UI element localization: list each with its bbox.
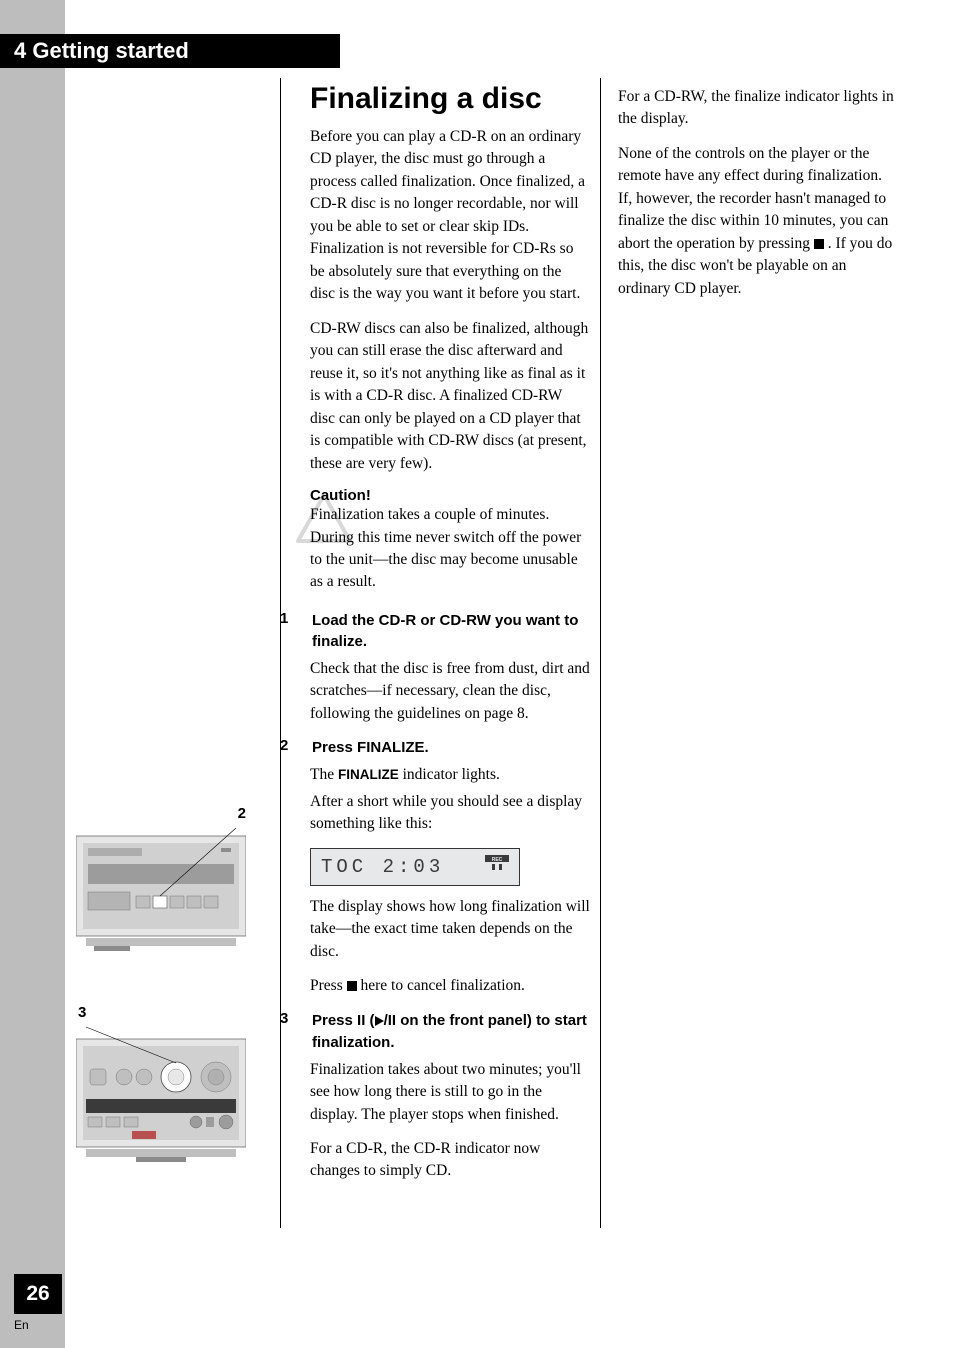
step-2-body-d-pre: Press (310, 977, 347, 994)
caution-body: Finalization takes a couple of minutes. … (310, 504, 590, 594)
page-number: 26 (14, 1274, 62, 1314)
step-2-body-b: After a short while you should see a dis… (310, 791, 590, 836)
left-grey-band (0, 0, 65, 1348)
lcd-rec-icon: REC (485, 855, 509, 876)
step-3-number: 3 (280, 1010, 298, 1053)
page-title: Finalizing a disc (310, 82, 590, 116)
figure-2-label: 3 (76, 1004, 246, 1021)
step-1-number: 1 (280, 610, 298, 652)
pause-icon-2: II (388, 1010, 396, 1031)
play-icon (375, 1011, 384, 1032)
lcd-display: TOC 2:03 REC (310, 848, 520, 886)
step-1-heading: Load the CD-R or CD-RW you want to final… (312, 610, 590, 652)
step-1-body: Check that the disc is free from dust, d… (310, 658, 590, 725)
device-1-illustration (76, 826, 246, 956)
svg-text:REC: REC (492, 857, 503, 863)
step-3-body-a: Finalization takes about two minutes; yo… (310, 1059, 590, 1126)
device-2-illustration (76, 1025, 246, 1165)
page: 4 Getting started Finalizing a disc Befo… (0, 0, 954, 1348)
step-3-head-mid: ( (365, 1012, 374, 1029)
intro-para-2: CD-RW discs can also be finalized, altho… (310, 318, 590, 475)
column-divider-2 (600, 78, 601, 1228)
step-2-heading: Press FINALIZE. (312, 737, 429, 758)
caution-block: Caution! Finalization takes a couple of … (310, 487, 590, 594)
column-divider-1 (280, 78, 281, 1228)
step-1: 1 Load the CD-R or CD-RW you want to fin… (310, 610, 590, 652)
col2-p1: For a CD-RW, the finalize indicator ligh… (618, 86, 898, 131)
intro-para-1: Before you can play a CD-R on an ordinar… (310, 126, 590, 306)
figure-1-label: 2 (76, 805, 246, 822)
step-3: 3 Press II (/II on the front panel) to s… (310, 1010, 590, 1053)
side-column: For a CD-RW, the finalize indicator ligh… (618, 86, 898, 312)
stop-icon-2 (814, 239, 824, 249)
finalize-keyword: FINALIZE (338, 767, 399, 782)
lcd-display-text: TOC 2:03 (321, 856, 444, 878)
step-2-body-a-pre: The (310, 766, 338, 783)
step-3-head-pre: Press (312, 1012, 357, 1029)
step-2-body-d-post: here to cancel finalization. (357, 977, 525, 994)
step-2-body-a: The FINALIZE indicator lights. (310, 764, 590, 786)
device-figure-2: 3 (76, 1004, 246, 1165)
page-language: En (14, 1318, 29, 1332)
step-2: 2 Press FINALIZE. (310, 737, 590, 758)
device-figure-1: 2 (76, 805, 246, 956)
step-2-number: 2 (280, 737, 298, 758)
step-3-body-b: For a CD-R, the CD-R indicator now chang… (310, 1138, 590, 1183)
step-3-heading: Press II (/II on the front panel) to sta… (312, 1010, 590, 1053)
step-2-body-a-post: indicator lights. (399, 766, 500, 783)
caution-title: Caution! (310, 487, 590, 504)
step-2-body-d: Press here to cancel finalization. (310, 975, 590, 997)
stop-icon (347, 981, 357, 991)
chapter-header: 4 Getting started (0, 34, 340, 68)
main-column: Finalizing a disc Before you can play a … (310, 82, 590, 1195)
step-2-body-c: The display shows how long finalization … (310, 896, 590, 963)
col2-p2: None of the controls on the player or th… (618, 143, 898, 300)
